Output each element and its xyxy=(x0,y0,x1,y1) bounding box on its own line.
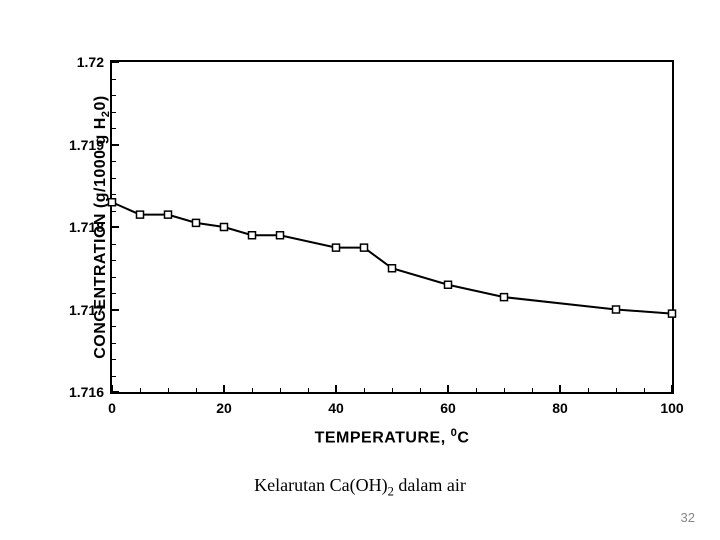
data-marker xyxy=(137,211,144,218)
x-tick-label: 100 xyxy=(660,400,683,416)
caption: Kelarutan Ca(OH)2 dalam air xyxy=(254,475,466,500)
data-marker xyxy=(361,244,368,251)
x-minor-tick xyxy=(644,388,645,393)
x-tick-label: 80 xyxy=(552,400,568,416)
x-tick xyxy=(447,385,449,393)
ylabel-suffix: 0) xyxy=(92,95,109,110)
plot-area: CONCENTRATION (g/1000 g H20) TEMPERATURE… xyxy=(110,60,674,394)
y-minor-tick xyxy=(111,244,116,245)
y-tick xyxy=(111,226,119,228)
x-tick xyxy=(559,385,561,393)
ylabel-text: CONCENTRATION (g/1000 g H xyxy=(92,117,109,359)
x-minor-tick xyxy=(308,388,309,393)
x-tick-label: 0 xyxy=(108,400,116,416)
y-minor-tick xyxy=(111,343,116,344)
data-marker xyxy=(445,281,452,288)
y-tick-label: 1.716 xyxy=(69,384,104,400)
data-marker xyxy=(333,244,340,251)
x-minor-tick xyxy=(252,388,253,393)
xlabel-unit: C xyxy=(457,429,469,446)
data-marker xyxy=(277,232,284,239)
x-minor-tick xyxy=(476,388,477,393)
data-marker xyxy=(249,232,256,239)
page-number: 32 xyxy=(681,510,695,525)
y-minor-tick xyxy=(111,95,116,96)
x-tick-label: 60 xyxy=(440,400,456,416)
x-minor-tick xyxy=(504,388,505,393)
y-minor-tick xyxy=(111,293,116,294)
x-minor-tick xyxy=(616,388,617,393)
x-tick-label: 40 xyxy=(328,400,344,416)
caption-pre: Kelarutan Ca(OH) xyxy=(254,475,387,495)
x-tick-label: 20 xyxy=(216,400,232,416)
x-minor-tick xyxy=(588,388,589,393)
y-tick-label: 1.72 xyxy=(77,54,104,70)
x-minor-tick xyxy=(168,388,169,393)
y-tick xyxy=(111,61,119,63)
x-tick xyxy=(671,385,673,393)
chart-container: CONCENTRATION (g/1000 g H20) TEMPERATURE… xyxy=(30,40,690,440)
data-marker xyxy=(193,219,200,226)
x-minor-tick xyxy=(140,388,141,393)
y-tick xyxy=(111,309,119,311)
y-minor-tick xyxy=(111,376,116,377)
y-tick-label: 1.718 xyxy=(69,219,104,235)
y-minor-tick xyxy=(111,178,116,179)
y-tick-label: 1.717 xyxy=(69,302,104,318)
y-minor-tick xyxy=(111,260,116,261)
x-axis-label: TEMPERATURE, 0C xyxy=(315,427,470,447)
x-tick xyxy=(223,385,225,393)
data-marker xyxy=(613,306,620,313)
x-minor-tick xyxy=(532,388,533,393)
x-minor-tick xyxy=(420,388,421,393)
data-marker xyxy=(221,224,228,231)
y-tick-label: 1.719 xyxy=(69,137,104,153)
y-minor-tick xyxy=(111,277,116,278)
y-minor-tick xyxy=(111,359,116,360)
x-minor-tick xyxy=(196,388,197,393)
data-marker xyxy=(165,211,172,218)
y-minor-tick xyxy=(111,211,116,212)
data-marker xyxy=(109,199,116,206)
caption-post: dalam air xyxy=(394,475,466,495)
x-minor-tick xyxy=(364,388,365,393)
y-minor-tick xyxy=(111,112,116,113)
data-svg xyxy=(112,62,672,392)
x-minor-tick xyxy=(280,388,281,393)
x-tick xyxy=(111,385,113,393)
x-tick xyxy=(335,385,337,393)
data-marker xyxy=(389,265,396,272)
xlabel-degree: 0 xyxy=(451,427,458,439)
y-minor-tick xyxy=(111,194,116,195)
data-marker xyxy=(669,310,676,317)
xlabel-text: TEMPERATURE, xyxy=(315,429,451,446)
y-minor-tick xyxy=(111,128,116,129)
y-tick xyxy=(111,144,119,146)
y-minor-tick xyxy=(111,326,116,327)
data-marker xyxy=(501,294,508,301)
y-minor-tick xyxy=(111,79,116,80)
x-minor-tick xyxy=(392,388,393,393)
y-minor-tick xyxy=(111,161,116,162)
